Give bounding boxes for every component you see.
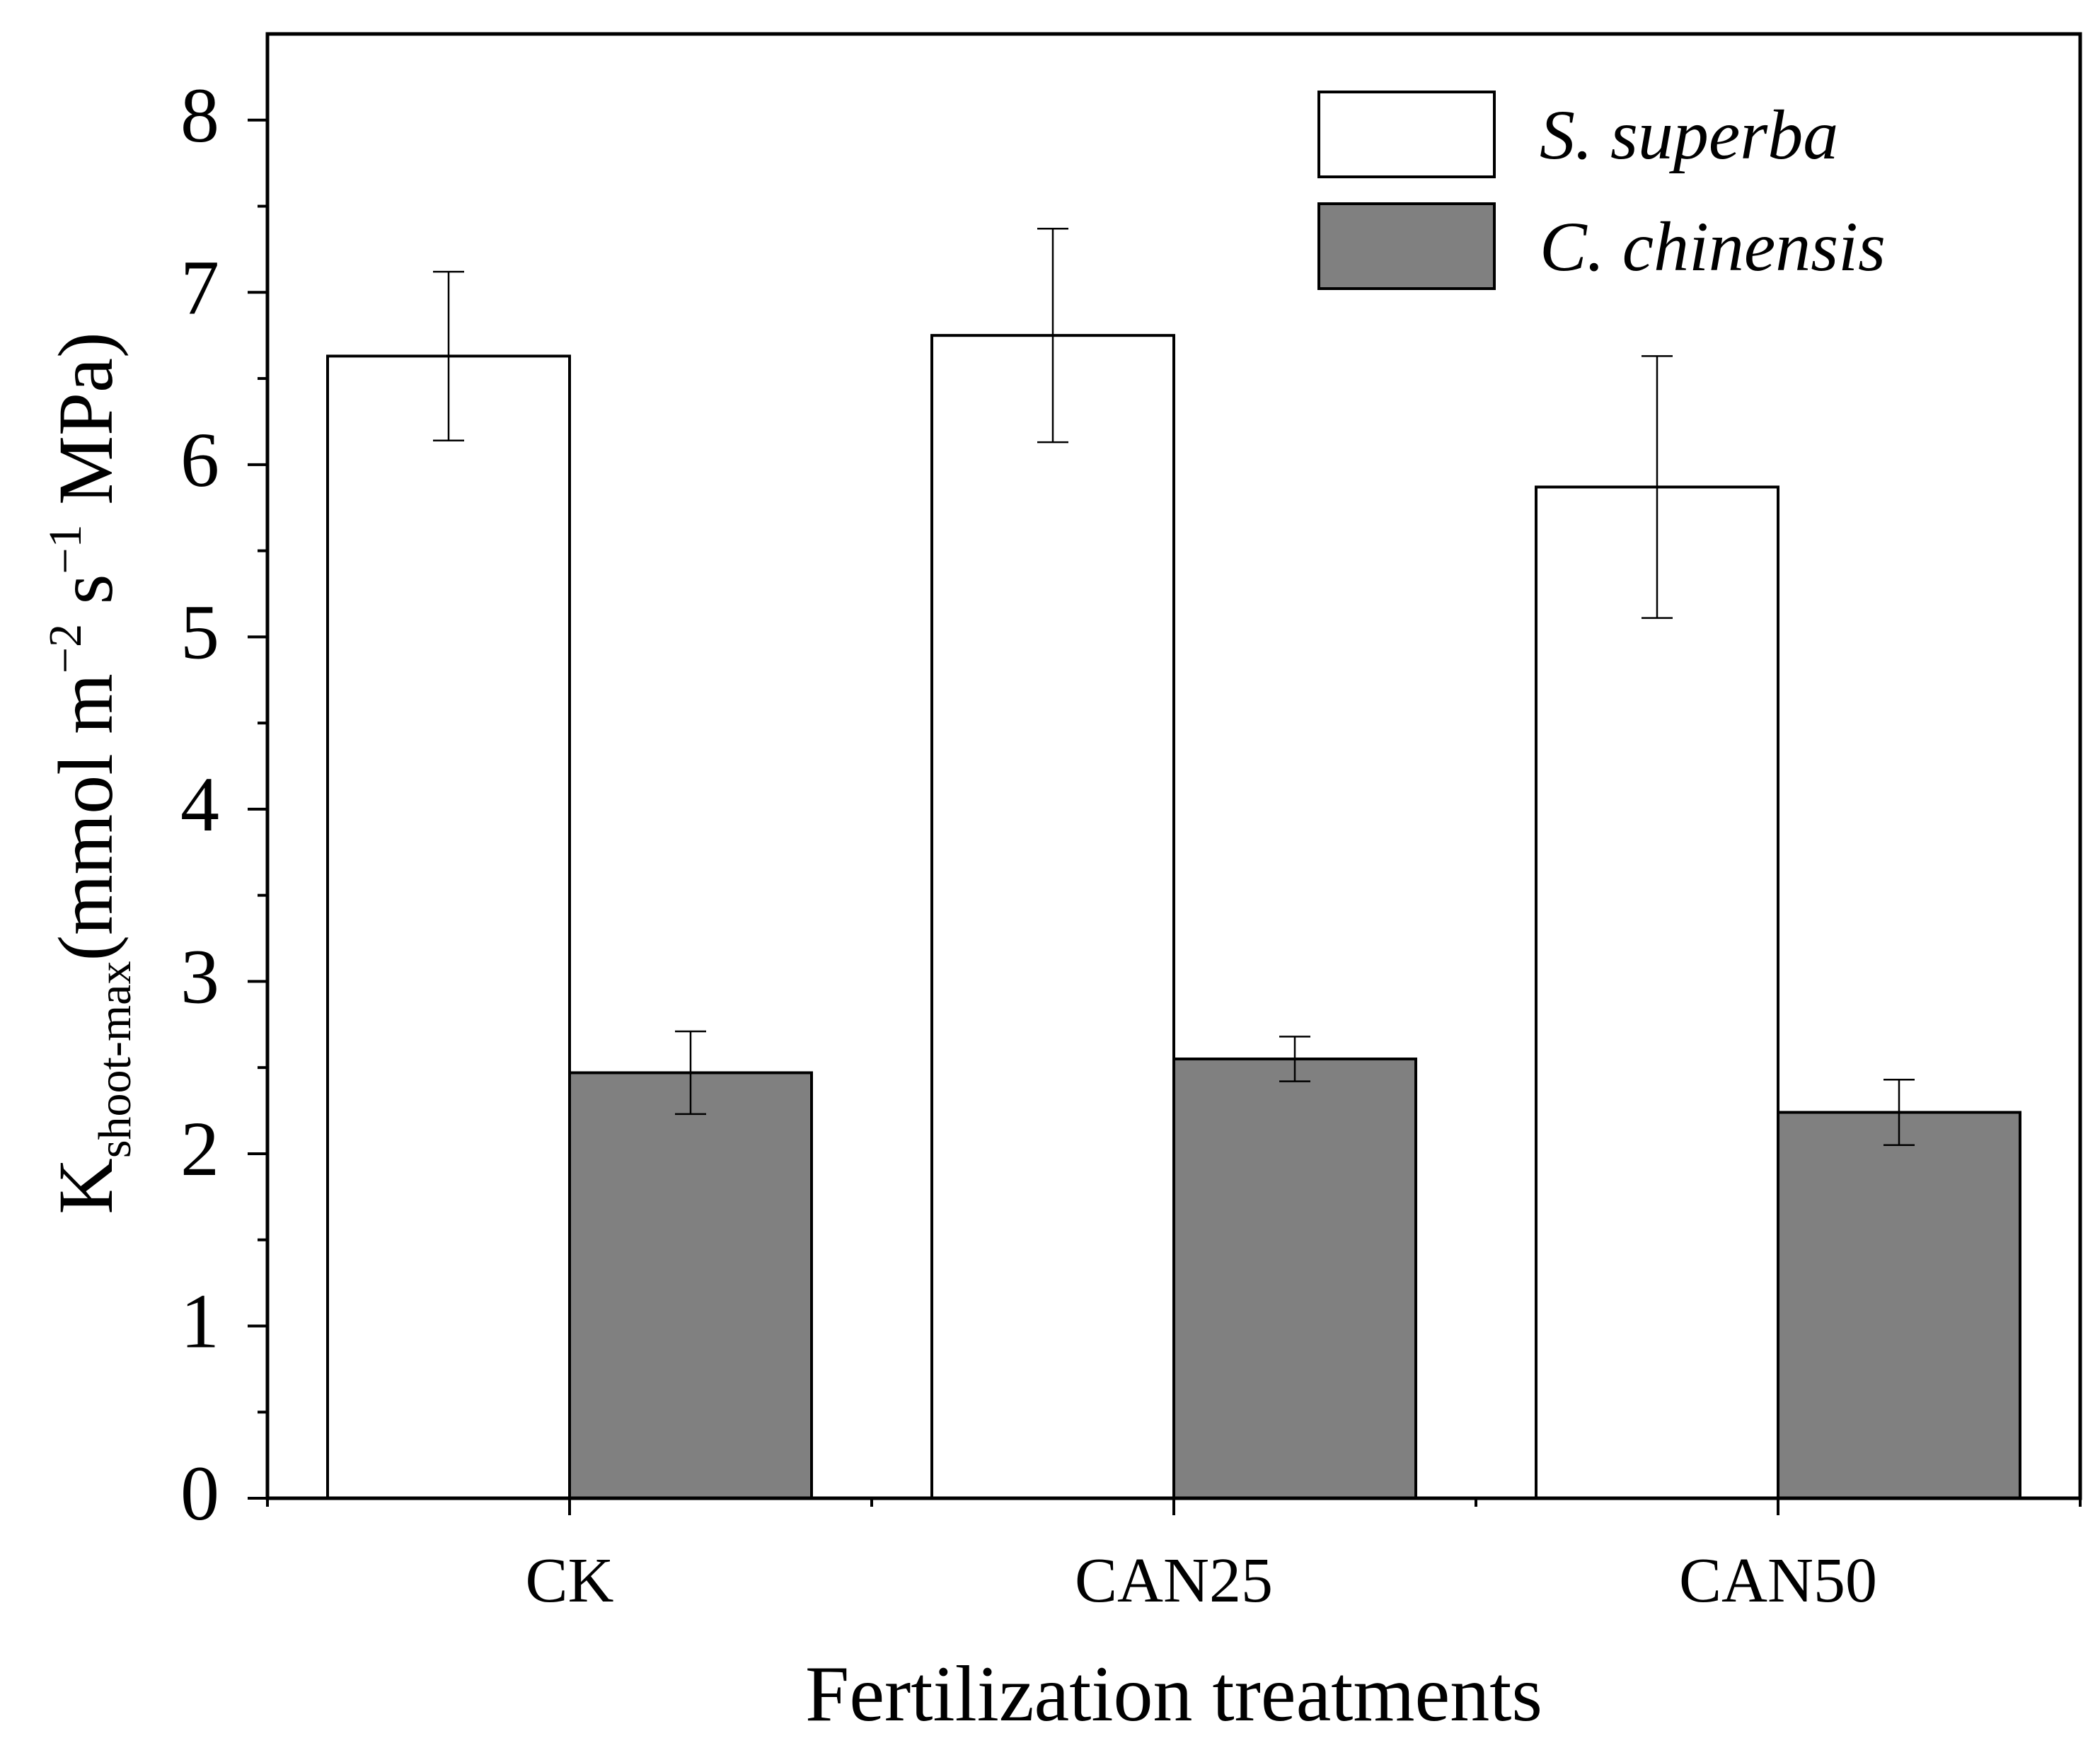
legend-label-s-superba: S. superba — [1540, 95, 1838, 174]
labels-layer: CK CAN25 CAN50 0 1 2 3 4 5 6 7 8 Fertilization treat… — [40, 72, 1877, 1738]
bar-ck-s-superba[interactable] — [326, 354, 571, 1500]
y-title-exponent-2: −1 — [40, 524, 91, 574]
y-tick-label: 2 — [180, 1106, 219, 1192]
legend-swatch-s-superba — [1317, 91, 1496, 178]
bars-layer — [326, 334, 2021, 1500]
x-tick-label: CK — [525, 1546, 613, 1616]
y-title-end: MPa) — [42, 332, 129, 524]
x-tick-label: CAN50 — [1679, 1546, 1877, 1616]
bar-can25-c-chinensis[interactable] — [1172, 1058, 1417, 1500]
y-tick-label: 1 — [180, 1278, 219, 1364]
axes-layer — [248, 32, 2082, 1515]
bar-can50-c-chinensis[interactable] — [1777, 1111, 2021, 1500]
error-bars-layer — [433, 227, 1915, 1147]
y-title-units: (mmol m — [42, 673, 129, 961]
plot-frame — [265, 32, 2082, 1500]
y-tick-label: 8 — [180, 72, 219, 158]
legend-swatch-c-chinensis — [1317, 202, 1496, 290]
bar-can25-s-superba[interactable] — [930, 334, 1175, 1500]
y-title-exponent-1: −2 — [40, 624, 91, 673]
y-title-main: K — [42, 1158, 129, 1214]
y-tick-label: 7 — [180, 244, 219, 330]
y-tick-label: 0 — [180, 1450, 219, 1536]
y-tick-label: 4 — [180, 761, 219, 847]
y-title-mid: s — [42, 574, 129, 624]
y-tick-label: 6 — [180, 417, 219, 503]
x-axis-title: Fertilization treatments — [805, 1650, 1542, 1738]
legend-label-c-chinensis: C. chinensis — [1540, 207, 1886, 286]
y-title-subscript: shoot-max — [89, 961, 141, 1159]
y-axis-title: Kshoot-max(mmol m−2 s−1 MPa) — [40, 332, 141, 1214]
y-tick-label: 3 — [180, 933, 219, 1019]
legend: S. superba C. chinensis — [1317, 91, 1886, 290]
bar-can50-s-superba[interactable] — [1535, 485, 1779, 1500]
y-tick-label: 5 — [180, 589, 219, 675]
x-tick-label: CAN25 — [1075, 1546, 1273, 1616]
bar-ck-c-chinensis[interactable] — [568, 1071, 813, 1500]
